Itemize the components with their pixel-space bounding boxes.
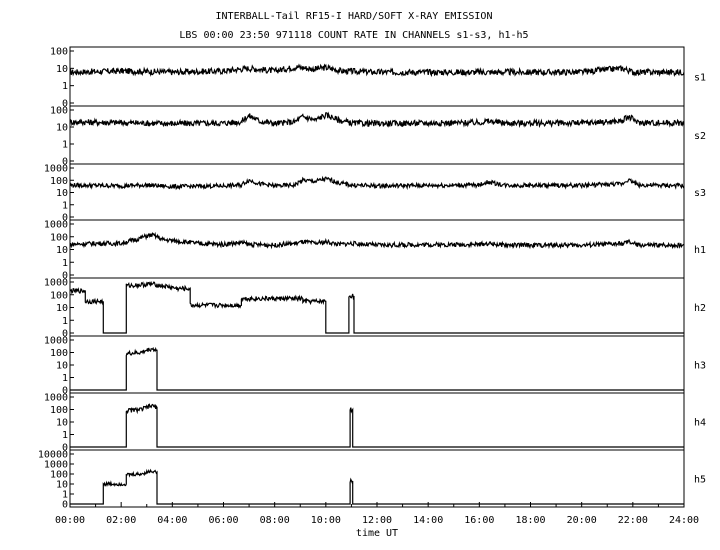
channel-label-h4: h4 — [694, 418, 706, 429]
channel-label-h1: h1 — [694, 245, 706, 256]
x-tick-label: 22:00 — [618, 515, 648, 526]
y-tick-label: 0 — [62, 386, 68, 397]
y-tick-label: 10 — [56, 188, 68, 199]
y-tick-label: 100 — [50, 405, 68, 416]
y-tick-label: 100 — [50, 106, 68, 117]
x-tick-label: 06:00 — [208, 515, 238, 526]
y-tick-label: 1000 — [44, 278, 68, 289]
y-tick-label: 1000 — [44, 220, 68, 231]
channel-label-h5: h5 — [694, 475, 706, 486]
series-line-h2 — [69, 280, 684, 334]
channel-label-h3: h3 — [694, 361, 706, 372]
panel-frame — [69, 449, 685, 508]
panel-frame — [69, 335, 685, 394]
x-tick-label: 12:00 — [362, 515, 392, 526]
y-tick-label: 10 — [56, 123, 68, 134]
series-line-h3 — [70, 346, 684, 391]
x-axis: 00:00 02:00 04:00 06:00 08:00 10:00 12:00 14:00… — [55, 502, 699, 526]
y-tick-label: 1 — [62, 258, 68, 269]
y-tick-label: 0 — [62, 329, 68, 340]
y-tick-label: 1 — [62, 140, 68, 151]
y-tick-label: 10 — [56, 64, 68, 75]
y-tick-label: 0 — [62, 99, 68, 110]
x-tick-label: 02:00 — [106, 515, 136, 526]
y-tick-label: 0 — [62, 443, 68, 454]
y-tick-label: 100 — [50, 47, 68, 58]
y-tick-label: 1000 — [44, 393, 68, 404]
series-line-s1 — [69, 63, 685, 78]
channel-label-s3: s3 — [694, 188, 706, 199]
y-tick-label: 0 — [62, 271, 68, 282]
y-tick-label: 100 — [50, 176, 68, 187]
panel-frame — [69, 163, 685, 221]
panel-frame — [69, 392, 685, 451]
y-tick-label: 0 — [62, 213, 68, 224]
x-axis-label: time UT — [356, 528, 398, 539]
y-tick-label: 1000 — [44, 164, 68, 175]
x-tick-label: 24:00 — [669, 515, 699, 526]
channel-label-h2: h2 — [694, 303, 706, 314]
series-line-s3 — [69, 175, 685, 191]
y-tick-label: 1000 — [44, 460, 68, 471]
y-tick-label: 0 — [62, 157, 68, 168]
y-tick-label: 1 — [62, 200, 68, 211]
y-tick-label: 1 — [62, 316, 68, 327]
x-tick-label: 20:00 — [567, 515, 597, 526]
channel-panels: 1001010s11001010s210001001010s3100010010… — [38, 46, 706, 511]
y-tick-label: 10 — [56, 245, 68, 256]
y-tick-label: 10 — [56, 303, 68, 314]
panel-frame — [69, 219, 685, 279]
y-tick-label: 1 — [62, 430, 68, 441]
y-tick-label: 1 — [62, 490, 68, 501]
x-tick-label: 14:00 — [413, 515, 443, 526]
x-tick-label: 04:00 — [157, 515, 187, 526]
panel-frame — [69, 46, 685, 107]
series-line-s2 — [69, 111, 685, 129]
x-tick-label: 16:00 — [464, 515, 494, 526]
series-line-h5 — [70, 468, 684, 505]
channel-label-s2: s2 — [694, 131, 706, 142]
y-tick-label: 10000 — [38, 450, 68, 461]
chart-title: INTERBALL-Tail RF15-I HARD/SOFT X-RAY EM… — [216, 11, 493, 22]
y-tick-label: 100 — [50, 232, 68, 243]
y-tick-label: 100 — [50, 348, 68, 359]
y-tick-label: 1 — [62, 373, 68, 384]
x-tick-label: 10:00 — [311, 515, 341, 526]
chart-subtitle: LBS 00:00 23:50 971118 COUNT RATE IN CHA… — [179, 30, 528, 41]
y-tick-label: 1000 — [44, 336, 68, 347]
channel-label-s1: s1 — [694, 73, 706, 84]
y-tick-label: 100 — [50, 290, 68, 301]
y-tick-label: 10 — [56, 418, 68, 429]
y-tick-label: 1 — [62, 81, 68, 92]
series-line-h4 — [70, 403, 684, 448]
y-tick-label: 10 — [56, 480, 68, 491]
y-tick-label: 10 — [56, 361, 68, 372]
x-tick-label: 08:00 — [260, 515, 290, 526]
panel-frame — [69, 105, 685, 165]
y-tick-label: 100 — [50, 470, 68, 481]
series-line-h1 — [69, 231, 685, 250]
x-tick-label: 18:00 — [515, 515, 545, 526]
y-tick-label: 0 — [62, 500, 68, 511]
x-tick-label: 00:00 — [55, 515, 85, 526]
